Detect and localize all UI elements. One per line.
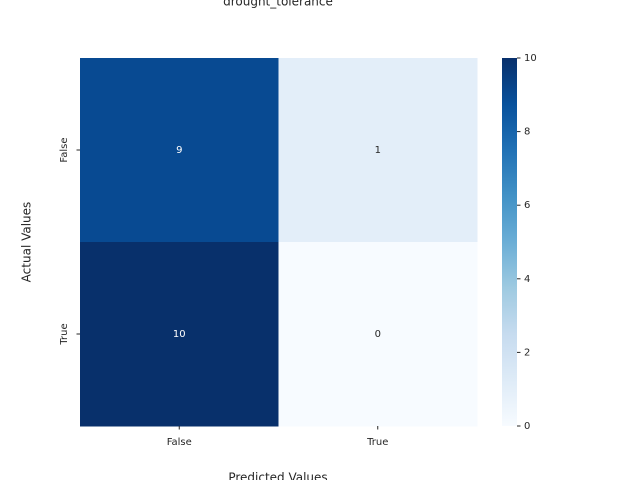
y-axis-label: Actual Values xyxy=(20,202,34,283)
heatmap-cell xyxy=(80,242,279,427)
cell-annotation: 10 xyxy=(173,329,186,340)
cell-annotation: 9 xyxy=(176,145,182,156)
colorbar-tick-label: 4 xyxy=(524,274,530,285)
y-tick-label: False xyxy=(59,137,70,162)
colorbar xyxy=(502,58,517,426)
x-axis-label: Predicted Values xyxy=(228,471,327,480)
colorbar-tick-label: 6 xyxy=(524,200,530,211)
colorbar-tick-label: 2 xyxy=(524,347,530,358)
heatmap-cell xyxy=(278,242,478,427)
chart-title: drought_tolerance xyxy=(223,0,333,9)
colorbar-tick-label: 8 xyxy=(524,127,530,138)
heatmap-cell xyxy=(278,58,478,243)
cell-annotation: 1 xyxy=(375,145,381,156)
heatmap-cell xyxy=(80,58,279,243)
colorbar-tick-label: 0 xyxy=(524,421,530,432)
colorbar-tick-label: 10 xyxy=(524,53,537,64)
x-tick-label: True xyxy=(366,437,388,448)
cell-annotation: 0 xyxy=(375,329,381,340)
y-tick-label: True xyxy=(59,323,70,345)
x-tick-label: False xyxy=(167,437,192,448)
